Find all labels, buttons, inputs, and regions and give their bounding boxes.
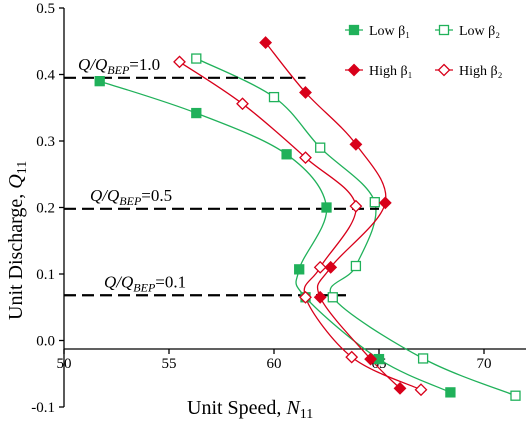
legend-label: Low β₁ (369, 24, 410, 39)
y-tick-label: 0.4 (36, 68, 55, 84)
y-axis-title: Unit Discharge, Q11 (5, 161, 30, 320)
legend-marker (438, 24, 450, 36)
data-point (364, 352, 378, 366)
data-point (191, 107, 202, 119)
data-point (393, 381, 407, 395)
data-point (173, 55, 186, 69)
data-point (369, 197, 380, 208)
data-point (327, 292, 338, 303)
y-tick-label: -0.1 (31, 400, 55, 416)
legend-item: High β₁ (345, 63, 413, 79)
reference-line-label: Q/QBEP=0.5 (90, 186, 172, 208)
legend: Low β₁ Low β₂ High β₁ High β₂ (345, 24, 503, 79)
data-point (236, 97, 249, 111)
series-line (99, 80, 451, 393)
data-point (268, 91, 280, 103)
data-point (349, 137, 363, 151)
x-tick-label: 50 (57, 356, 72, 372)
data-point (378, 196, 392, 210)
plot-area: -0.10.00.10.20.30.40.55055606570Q/QBEP=1… (31, 1, 526, 416)
data-point (349, 199, 363, 213)
y-tick-label: 0.1 (36, 267, 55, 283)
legend-marker (347, 63, 361, 77)
data-point (445, 387, 456, 398)
legend-marker (348, 24, 360, 36)
data-point (259, 36, 273, 49)
series-line (265, 42, 401, 389)
y-tick-label: 0.2 (36, 201, 55, 217)
data-point (299, 290, 312, 304)
series-line (179, 61, 422, 391)
legend-label: High β₂ (459, 64, 503, 79)
data-point (414, 383, 428, 397)
data-point (510, 390, 521, 401)
x-axis-title: Unit Speed, N11 (187, 397, 313, 422)
y-tick-label: 0.3 (36, 134, 55, 150)
data-point (321, 202, 332, 213)
data-point (299, 151, 312, 165)
legend-label: Low β₂ (459, 24, 500, 39)
data-point (417, 353, 429, 364)
data-point (350, 260, 362, 272)
legend-item: Low β₂ (435, 24, 500, 39)
legend-marker (437, 63, 451, 77)
legend-item: High β₂ (435, 63, 503, 79)
data-point (324, 260, 338, 274)
data-point (345, 350, 359, 364)
y-tick-label: 0.5 (36, 1, 55, 17)
legend-label: High β₁ (369, 64, 413, 79)
y-tick-label: 0.0 (36, 334, 55, 350)
reference-line-label: Q/QBEP=0.1 (104, 272, 186, 294)
data-point (94, 76, 105, 87)
data-point (191, 53, 202, 64)
legend-item: Low β₁ (345, 24, 410, 39)
data-point (313, 290, 327, 304)
data-point (281, 149, 292, 160)
x-tick-label: 55 (162, 356, 177, 372)
x-tick-label: 70 (477, 356, 492, 372)
x-tick-label: 60 (267, 356, 282, 372)
data-point (313, 260, 327, 274)
reference-line-label: Q/QBEP=1.0 (78, 55, 160, 77)
data-point (315, 142, 326, 153)
data-point (299, 86, 312, 99)
series-line (196, 57, 516, 397)
data-point (294, 264, 305, 275)
